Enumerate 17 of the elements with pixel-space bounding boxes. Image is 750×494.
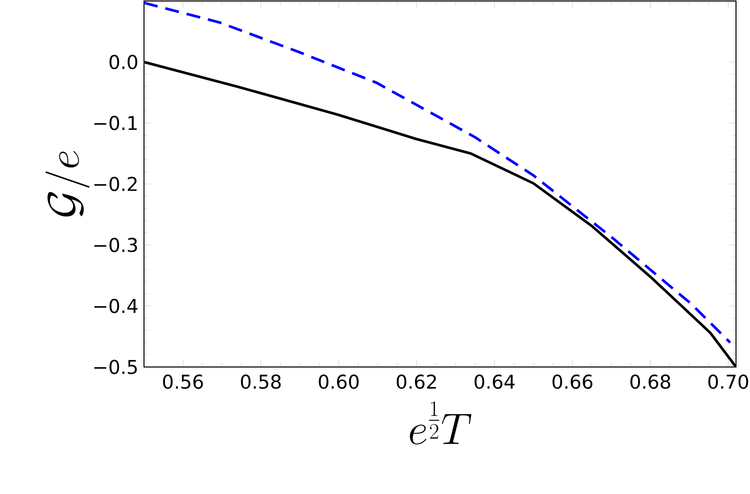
x-tick-label: 0.70 — [708, 374, 748, 389]
y-tick-label: −0.5 — [94, 360, 137, 374]
x-tick-label: 0.58 — [240, 374, 281, 389]
x-tick-label: 0.60 — [318, 374, 359, 389]
x-tick-label: 0.64 — [474, 374, 515, 389]
x-tick-label: 0.66 — [552, 374, 592, 389]
x-axis-title: $e^{\frac{1}{2}}T$ — [410, 401, 472, 444]
y-tick-label: −0.1 — [94, 116, 137, 130]
y-tick-label: −0.4 — [94, 298, 138, 314]
x-tick-label: 0.68 — [630, 374, 670, 389]
y-axis-title: $\mathcal{G}/e$ — [46, 151, 90, 217]
y-tick-label: −0.3 — [94, 238, 137, 252]
x-tick-label: 0.56 — [163, 374, 203, 389]
x-tick-label: 0.62 — [396, 374, 436, 389]
line-series — [144, 2, 732, 344]
y-tick-label: −0.2 — [94, 176, 137, 192]
y-tick-label: 0.0 — [110, 54, 138, 70]
